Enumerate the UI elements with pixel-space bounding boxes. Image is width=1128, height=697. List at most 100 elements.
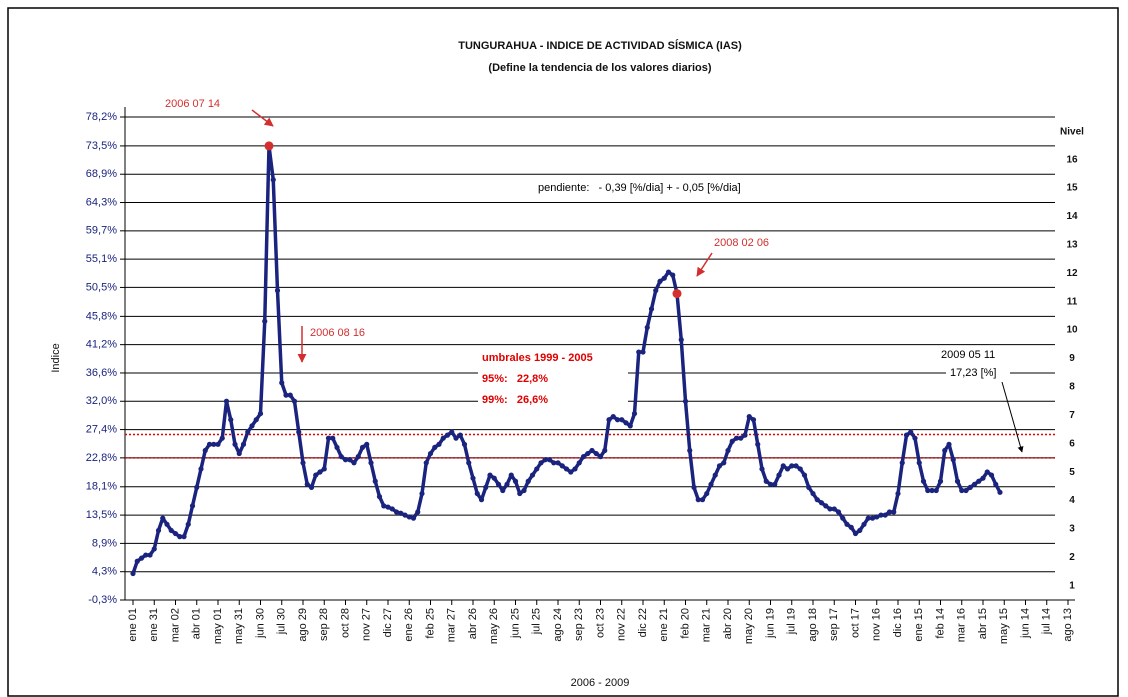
data-point	[976, 478, 982, 484]
data-point	[274, 287, 281, 294]
data-point	[279, 380, 285, 386]
x-tick-label: dic 22	[637, 608, 649, 637]
data-point	[287, 392, 293, 398]
x-tick-label: oct 23	[594, 608, 606, 638]
data-point	[177, 534, 183, 540]
x-tick-label: ene 26	[403, 608, 415, 642]
data-point	[236, 450, 242, 457]
data-point	[661, 275, 667, 281]
data-point	[372, 478, 378, 484]
data-point	[776, 472, 782, 478]
data-point	[257, 410, 264, 417]
data-point	[610, 414, 616, 420]
data-point	[593, 450, 599, 457]
y2-tick-label: 6	[1069, 438, 1075, 449]
x-tick-label: dic 27	[382, 608, 394, 637]
y2-tick-label: 13	[1066, 239, 1078, 250]
data-point	[313, 472, 319, 478]
x-tick-label: ene 15	[913, 608, 925, 642]
data-point	[155, 527, 162, 534]
data-point	[223, 398, 230, 404]
data-point	[712, 472, 718, 478]
data-point	[797, 466, 803, 472]
data-point	[942, 447, 948, 454]
data-point	[623, 420, 629, 426]
y-tick-label: 32,0%	[86, 395, 117, 407]
x-tick-label: oct 17	[849, 608, 861, 638]
data-point	[903, 432, 910, 438]
y2-tick-label: 16	[1066, 154, 1078, 165]
data-point	[181, 534, 187, 540]
x-tick-label: abr 15	[977, 608, 989, 639]
data-point	[912, 435, 918, 441]
annotation-bg	[710, 235, 792, 251]
data-point	[296, 429, 302, 435]
annotation-bg	[161, 96, 243, 112]
data-point	[461, 441, 468, 447]
data-point	[304, 481, 310, 487]
threshold-label: 99%: 26,6%	[482, 394, 548, 406]
data-point	[393, 509, 400, 515]
data-point	[687, 447, 693, 454]
x-tick-label: abr 20	[722, 608, 734, 639]
x-tick-label: may 01	[212, 608, 224, 644]
data-point	[389, 506, 395, 512]
data-point	[823, 503, 829, 509]
y2-tick-label: 11	[1067, 296, 1078, 307]
data-point	[351, 460, 357, 466]
data-point	[143, 552, 149, 558]
x-tick-label: jul 19	[786, 608, 798, 635]
y2-tick-label: 1	[1069, 580, 1075, 591]
y2-tick-label: 8	[1069, 382, 1075, 393]
data-point	[755, 441, 761, 447]
x-tick-label: feb 25	[424, 608, 436, 639]
data-point	[946, 441, 952, 447]
data-point	[988, 472, 995, 478]
y-tick-label: 18,1%	[86, 481, 117, 493]
x-tick-label: jul 30	[276, 608, 288, 635]
data-point	[402, 512, 408, 518]
data-point	[784, 466, 791, 472]
data-point	[789, 463, 795, 469]
data-point	[878, 512, 884, 518]
data-point	[253, 417, 259, 423]
annotation: 2009 05 11	[941, 349, 995, 361]
data-point	[695, 497, 701, 503]
data-point	[857, 527, 863, 534]
x-tick-label: nov 16	[871, 608, 883, 641]
y-tick-label: 78,2%	[86, 111, 117, 123]
data-point	[495, 481, 502, 487]
x-tick-label: dic 16	[892, 608, 904, 637]
data-point	[529, 472, 536, 478]
y2-tick-label: 3	[1069, 524, 1075, 535]
data-point	[750, 417, 757, 423]
y-tick-label: 68,9%	[86, 168, 117, 180]
x-tick-label: jul 14	[1041, 608, 1053, 635]
data-point	[810, 490, 816, 497]
data-point	[559, 463, 565, 469]
data-point	[487, 472, 493, 478]
threshold-title: umbrales 1999 - 2005	[482, 352, 593, 364]
data-point	[151, 546, 157, 552]
data-point	[215, 441, 221, 447]
data-point	[291, 398, 298, 404]
data-point	[470, 475, 476, 481]
x-tick-label: ago 13	[1062, 608, 1074, 642]
x-tick-label: abr 26	[467, 608, 479, 639]
annotation: 17,23 [%]	[950, 367, 996, 379]
y-tick-label: 50,5%	[86, 281, 117, 293]
y2-tick-label: 7	[1069, 410, 1075, 421]
data-point	[546, 457, 553, 463]
y-tick-label: -0,3%	[88, 594, 117, 606]
data-point	[772, 481, 778, 487]
x-tick-label: ene 21	[658, 608, 670, 642]
data-point	[954, 478, 961, 484]
data-point	[147, 552, 153, 558]
data-point	[950, 457, 956, 463]
data-point	[555, 460, 561, 466]
data-point	[542, 457, 548, 463]
data-point	[971, 481, 978, 487]
data-point	[568, 469, 574, 475]
data-point	[729, 438, 735, 444]
